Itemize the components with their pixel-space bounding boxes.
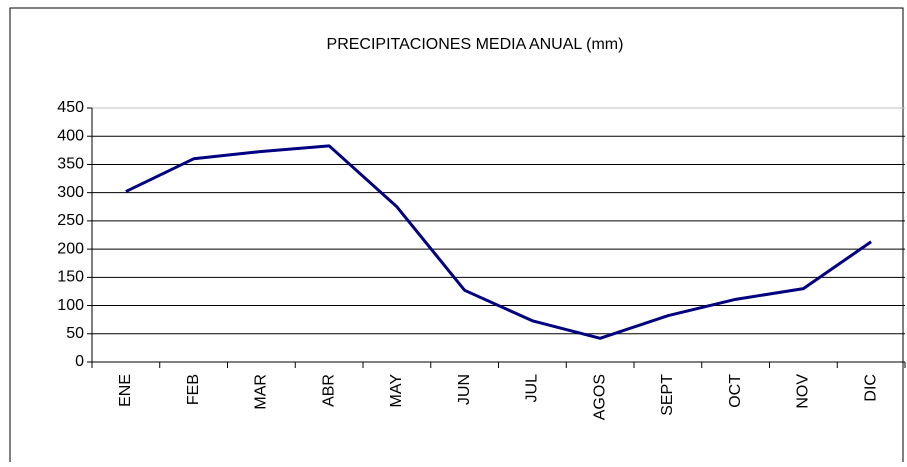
chart-title: PRECIPITACIONES MEDIA ANUAL (mm)	[327, 36, 624, 53]
x-tick-label: ABR	[320, 374, 337, 407]
x-tick-label: MAY	[388, 374, 405, 408]
y-tick-label: 0	[75, 353, 84, 370]
x-tick-label: JUN	[456, 374, 473, 405]
x-tick-label: MAR	[253, 374, 270, 410]
x-tick-label: AGOS	[591, 374, 608, 420]
y-tick-label: 150	[57, 269, 84, 286]
x-tick-label: OCT	[727, 374, 744, 408]
x-tick-label: SEPT	[659, 374, 676, 416]
chart-border	[9, 7, 904, 467]
y-tick-label: 250	[57, 212, 84, 229]
y-tick-label: 350	[57, 156, 84, 173]
x-tick-label: ENE	[117, 374, 134, 407]
y-tick-label: 100	[57, 297, 84, 314]
x-tick-label: NOV	[795, 374, 812, 409]
x-tick-label: FEB	[185, 374, 202, 405]
y-tick-label: 400	[57, 127, 84, 144]
y-tick-label: 450	[57, 99, 84, 116]
y-tick-label: 50	[66, 325, 84, 342]
x-tick-label: JUL	[524, 374, 541, 403]
y-tick-label: 300	[57, 184, 84, 201]
line	[125, 144, 872, 340]
x-tick-label: DIC	[862, 374, 879, 402]
y-tick-label: 200	[57, 240, 84, 257]
